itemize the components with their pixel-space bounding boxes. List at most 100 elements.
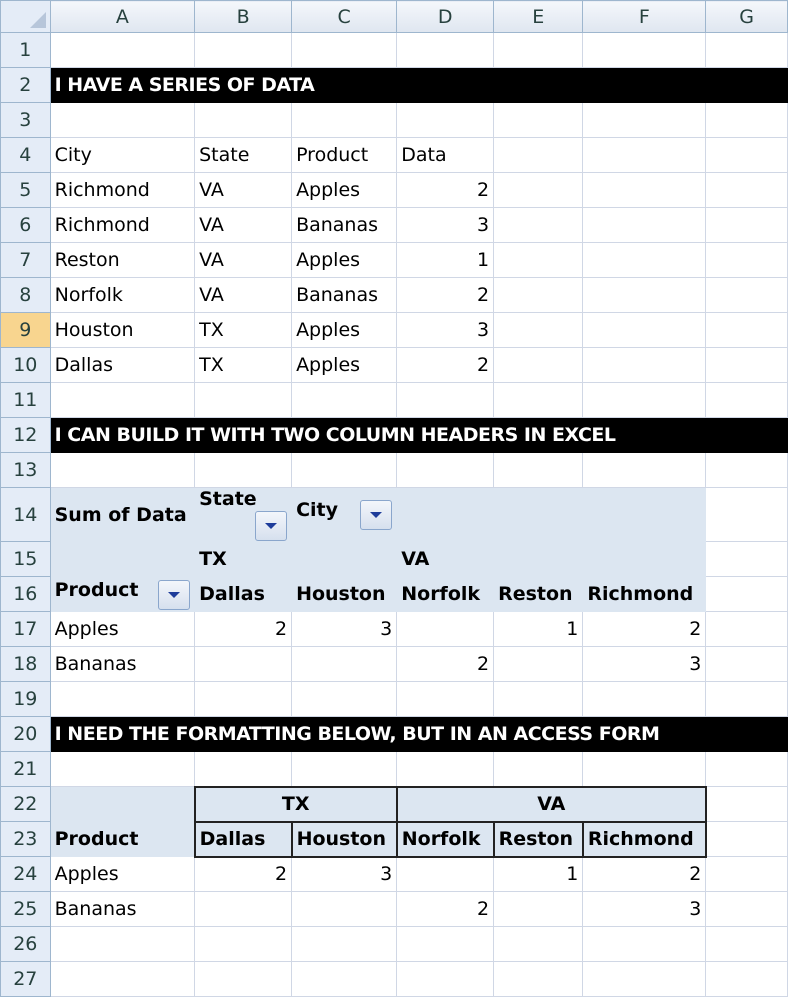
cell-B15[interactable]: TX: [194, 541, 293, 577]
cell-G26[interactable]: [705, 926, 788, 962]
cell-D6[interactable]: 3: [396, 207, 495, 243]
cell-B27[interactable]: [194, 961, 293, 997]
group-header-tx[interactable]: TX: [193, 785, 398, 823]
cell-A16[interactable]: Product: [49, 576, 196, 612]
row-header-10[interactable]: 10: [0, 347, 51, 383]
cell-C10[interactable]: Apples: [291, 347, 398, 383]
cell-A27[interactable]: [49, 961, 196, 997]
cell-C9[interactable]: Apples: [291, 312, 398, 348]
cell-A8[interactable]: Norfolk: [49, 277, 196, 313]
row-header-5[interactable]: 5: [0, 172, 51, 208]
group-header-va[interactable]: VA: [395, 785, 707, 823]
row-header-25[interactable]: 25: [0, 891, 51, 927]
cell-B13[interactable]: [194, 452, 293, 488]
row-header-19[interactable]: 19: [0, 681, 51, 717]
cell-D23[interactable]: Norfolk: [395, 820, 495, 858]
cell-E5[interactable]: [493, 172, 584, 208]
cell-G22[interactable]: [705, 786, 788, 822]
row-header-16[interactable]: 16: [0, 576, 51, 612]
cell-F17[interactable]: 2: [582, 611, 707, 647]
cell-G24[interactable]: [705, 856, 788, 892]
cell-F18[interactable]: 3: [582, 646, 707, 682]
cell-B19[interactable]: [194, 681, 293, 717]
cell-E24[interactable]: 1: [493, 856, 584, 892]
row-header-26[interactable]: 26: [0, 926, 51, 962]
column-header-F[interactable]: F: [582, 0, 707, 33]
cell-C3[interactable]: [291, 102, 398, 138]
cell-C26[interactable]: [291, 926, 398, 962]
cell-B18[interactable]: [194, 646, 293, 682]
cell-G8[interactable]: [705, 277, 788, 313]
cell-A25[interactable]: Bananas: [49, 891, 196, 927]
cell-A23[interactable]: Product: [49, 821, 196, 857]
cell-C8[interactable]: Bananas: [291, 277, 398, 313]
cell-A22[interactable]: [49, 786, 196, 822]
cell-G21[interactable]: [705, 751, 788, 787]
cell-F15[interactable]: [582, 541, 707, 577]
cell-A3[interactable]: [49, 102, 196, 138]
cell-A15[interactable]: [49, 541, 196, 577]
cell-G25[interactable]: [705, 891, 788, 927]
cell-B9[interactable]: TX: [194, 312, 293, 348]
cell-F21[interactable]: [582, 751, 707, 787]
cell-A6[interactable]: Richmond: [49, 207, 196, 243]
column-header-E[interactable]: E: [493, 0, 584, 33]
cell-F11[interactable]: [582, 382, 707, 418]
cell-A5[interactable]: Richmond: [49, 172, 196, 208]
cell-E25[interactable]: [493, 891, 584, 927]
cell-B1[interactable]: [194, 32, 293, 68]
cell-D24[interactable]: [396, 856, 495, 892]
cell-D9[interactable]: 3: [396, 312, 495, 348]
cell-G1[interactable]: [705, 32, 788, 68]
cell-C21[interactable]: [291, 751, 398, 787]
cell-A14[interactable]: Sum of Data: [49, 487, 196, 542]
cell-G16[interactable]: [705, 576, 788, 612]
cell-D4[interactable]: Data: [396, 137, 495, 173]
banner-cell-A20[interactable]: I NEED THE FORMATTING BELOW, BUT IN AN A…: [49, 716, 788, 752]
cell-A11[interactable]: [49, 382, 196, 418]
cell-G5[interactable]: [705, 172, 788, 208]
cell-E27[interactable]: [493, 961, 584, 997]
cell-E14[interactable]: [493, 487, 584, 542]
cell-C14[interactable]: City: [291, 487, 398, 542]
cell-F3[interactable]: [582, 102, 707, 138]
cell-D8[interactable]: 2: [396, 277, 495, 313]
cell-E15[interactable]: [493, 541, 584, 577]
cell-D18[interactable]: 2: [396, 646, 495, 682]
row-header-14[interactable]: 14: [0, 487, 51, 542]
cell-G17[interactable]: [705, 611, 788, 647]
cell-D7[interactable]: 1: [396, 242, 495, 278]
cell-F26[interactable]: [582, 926, 707, 962]
cell-G19[interactable]: [705, 681, 788, 717]
cell-C6[interactable]: Bananas: [291, 207, 398, 243]
cell-D14[interactable]: [396, 487, 495, 542]
cell-F13[interactable]: [582, 452, 707, 488]
cell-F4[interactable]: [582, 137, 707, 173]
row-header-23[interactable]: 23: [0, 821, 51, 857]
cell-D26[interactable]: [396, 926, 495, 962]
cell-D13[interactable]: [396, 452, 495, 488]
cell-C5[interactable]: Apples: [291, 172, 398, 208]
cell-A19[interactable]: [49, 681, 196, 717]
cell-B14[interactable]: State: [194, 487, 293, 542]
cell-C15[interactable]: [291, 541, 398, 577]
cell-F16[interactable]: Richmond: [582, 576, 707, 612]
cell-F23[interactable]: Richmond: [581, 820, 707, 858]
cell-C4[interactable]: Product: [291, 137, 398, 173]
column-header-B[interactable]: B: [194, 0, 293, 33]
cell-G11[interactable]: [705, 382, 788, 418]
cell-B21[interactable]: [194, 751, 293, 787]
cell-A18[interactable]: Bananas: [49, 646, 196, 682]
cell-G4[interactable]: [705, 137, 788, 173]
row-header-21[interactable]: 21: [0, 751, 51, 787]
cell-D17[interactable]: [396, 611, 495, 647]
row-header-9[interactable]: 9: [0, 312, 51, 348]
cell-B8[interactable]: VA: [194, 277, 293, 313]
cell-E4[interactable]: [493, 137, 584, 173]
cell-C13[interactable]: [291, 452, 398, 488]
cell-B11[interactable]: [194, 382, 293, 418]
cell-D3[interactable]: [396, 102, 495, 138]
cell-F7[interactable]: [582, 242, 707, 278]
cell-D5[interactable]: 2: [396, 172, 495, 208]
row-header-3[interactable]: 3: [0, 102, 51, 138]
